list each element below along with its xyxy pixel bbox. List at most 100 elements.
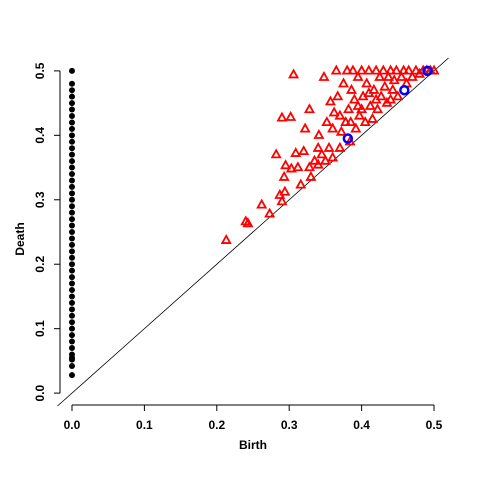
point xyxy=(366,112,379,123)
point xyxy=(68,67,75,74)
point xyxy=(385,93,397,104)
point xyxy=(359,116,371,127)
point xyxy=(68,106,75,113)
point xyxy=(422,65,433,77)
point xyxy=(342,133,354,144)
point xyxy=(68,332,75,339)
point xyxy=(68,171,75,177)
point xyxy=(321,116,333,127)
y-tick-label: 0.3 xyxy=(33,191,47,208)
point xyxy=(68,338,75,345)
point xyxy=(280,159,292,170)
point xyxy=(68,319,75,326)
point xyxy=(68,267,75,274)
point xyxy=(363,64,375,75)
point xyxy=(68,293,75,300)
point xyxy=(364,99,376,110)
point xyxy=(382,70,394,81)
point xyxy=(395,70,407,81)
point xyxy=(68,274,75,281)
point xyxy=(276,195,288,206)
point xyxy=(387,83,399,94)
y-tick-label: 0.2 xyxy=(33,256,47,273)
x-tick-label: 0.0 xyxy=(64,418,81,432)
point xyxy=(348,93,360,104)
point xyxy=(398,64,410,75)
point xyxy=(68,325,75,332)
y-axis-label: Death xyxy=(13,222,27,255)
diagonal xyxy=(57,57,449,407)
point xyxy=(332,90,344,101)
point xyxy=(68,177,75,184)
x-tick-label: 0.1 xyxy=(136,418,153,432)
point xyxy=(285,162,297,173)
point xyxy=(68,87,75,94)
point xyxy=(264,207,276,218)
point xyxy=(356,64,368,75)
point xyxy=(368,83,380,94)
point xyxy=(68,312,75,319)
point xyxy=(318,70,330,81)
point xyxy=(303,161,316,172)
point xyxy=(316,148,328,159)
point xyxy=(68,363,75,370)
point xyxy=(68,280,75,287)
point xyxy=(372,103,384,114)
point xyxy=(68,241,75,248)
point xyxy=(345,83,358,94)
point xyxy=(68,113,75,119)
point xyxy=(335,125,347,136)
point xyxy=(68,183,75,190)
point xyxy=(352,99,364,110)
point xyxy=(298,145,310,156)
point xyxy=(406,70,418,81)
point xyxy=(68,132,75,139)
point xyxy=(68,306,75,313)
y-tick-label: 0.0 xyxy=(33,384,47,401)
point xyxy=(68,145,75,152)
point xyxy=(68,261,75,268)
point xyxy=(340,116,352,127)
point xyxy=(361,77,373,88)
point xyxy=(399,84,410,96)
point xyxy=(303,103,316,114)
point xyxy=(285,110,297,121)
point xyxy=(288,68,300,79)
point xyxy=(68,209,75,216)
point xyxy=(68,100,75,107)
point xyxy=(312,158,324,169)
point xyxy=(68,229,75,235)
point xyxy=(377,64,389,75)
point xyxy=(68,80,75,87)
x-tick-label: 0.3 xyxy=(281,418,298,432)
point xyxy=(305,170,317,181)
x-tick-label: 0.5 xyxy=(426,418,443,432)
point xyxy=(345,116,357,127)
point xyxy=(309,154,321,165)
x-tick-label: 0.2 xyxy=(208,418,225,432)
point xyxy=(279,185,291,196)
point xyxy=(68,119,75,126)
point xyxy=(313,128,325,139)
point xyxy=(363,87,375,98)
point xyxy=(68,125,75,132)
point xyxy=(68,158,75,165)
point xyxy=(356,103,368,114)
point xyxy=(292,161,304,172)
point xyxy=(68,235,75,242)
x-tick-label: 0.4 xyxy=(353,418,370,432)
point xyxy=(410,64,422,75)
point xyxy=(68,287,75,293)
point xyxy=(353,109,365,120)
point xyxy=(68,345,75,351)
point xyxy=(68,164,75,171)
point xyxy=(341,64,353,75)
point xyxy=(328,106,340,117)
point xyxy=(256,198,268,209)
point xyxy=(299,122,311,133)
point xyxy=(330,64,342,75)
point xyxy=(68,190,75,197)
point xyxy=(68,138,75,145)
point xyxy=(343,103,355,114)
point xyxy=(68,372,75,379)
